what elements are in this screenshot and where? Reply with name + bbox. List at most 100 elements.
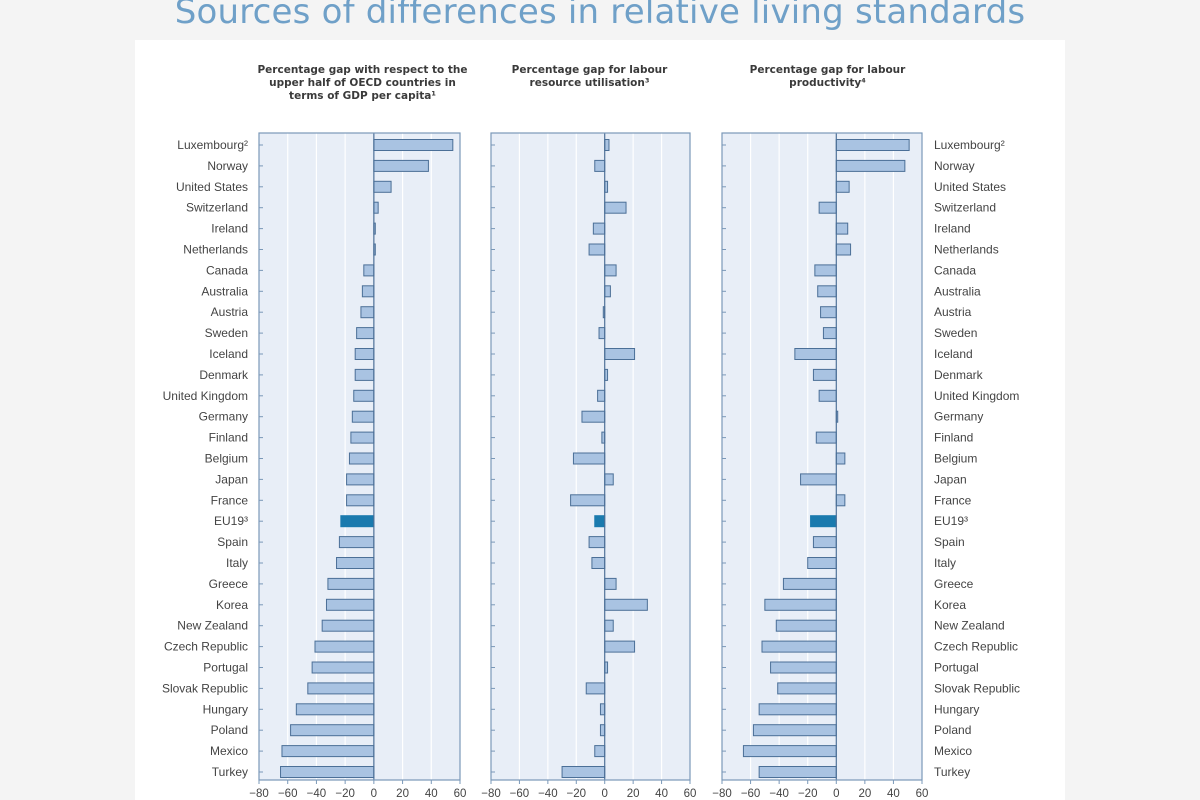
category-label: Netherlands	[183, 243, 248, 257]
bar-hungary	[758, 703, 837, 716]
bar-spain	[812, 536, 837, 549]
category-label: Spain	[934, 535, 965, 549]
panel-title-gdp: Percentage gap with respect to the upper…	[257, 64, 468, 102]
x-tick-label: −60	[510, 788, 530, 800]
bar-mexico	[281, 745, 375, 758]
bar-finland	[815, 431, 837, 444]
category-label: Denmark	[934, 368, 984, 382]
bar-korea	[764, 598, 837, 611]
bar-greece	[327, 577, 375, 590]
x-tick-label: −40	[769, 788, 789, 800]
category-label: Switzerland	[186, 201, 248, 215]
x-tick-label: −40	[307, 788, 327, 800]
category-label: Ireland	[211, 222, 248, 236]
category-label: Canada	[934, 263, 976, 277]
category-label: Netherlands	[934, 243, 999, 257]
bar-united-states	[373, 180, 392, 193]
category-label: Greece	[934, 577, 974, 591]
category-label: Switzerland	[934, 201, 996, 215]
category-label: Canada	[206, 263, 248, 277]
x-tick-label: 60	[454, 788, 467, 800]
category-label: Portugal	[934, 661, 979, 675]
bar-iceland	[604, 348, 636, 360]
bar-eu19	[340, 515, 375, 528]
bar-slovak-republic	[307, 682, 375, 695]
bar-denmark	[354, 368, 375, 381]
bar-austria	[360, 306, 375, 319]
bar-poland	[599, 724, 606, 737]
x-tick-label: 0	[833, 788, 839, 800]
category-label: Japan	[215, 472, 248, 486]
bar-korea	[604, 598, 648, 611]
category-label: Italy	[934, 556, 956, 570]
category-label: Australia	[201, 284, 248, 298]
x-tick-label: 40	[887, 788, 900, 800]
category-label: Australia	[934, 284, 981, 298]
bar-norway	[594, 159, 606, 172]
x-tick-label: 60	[684, 788, 697, 800]
category-label: Poland	[211, 723, 248, 737]
category-label: Slovak Republic	[162, 681, 248, 695]
bar-netherlands	[835, 243, 852, 256]
bar-norway	[373, 159, 429, 172]
plot-frame	[721, 132, 923, 781]
slide-title: Sources of differences in relative livin…	[174, 0, 1026, 32]
panel-title-productivity: Percentage gap for labour productivity⁴	[749, 64, 906, 89]
category-label: Sweden	[934, 326, 977, 340]
bar-ireland	[835, 222, 849, 235]
category-label: Korea	[934, 598, 966, 612]
bar-sweden	[598, 327, 606, 340]
x-tick-label: −20	[335, 788, 355, 800]
bar-portugal	[311, 661, 375, 674]
bar-switzerland	[604, 201, 627, 214]
x-tick-label: 0	[371, 788, 377, 800]
bar-switzerland	[373, 201, 379, 214]
bar-france	[346, 494, 375, 507]
category-label: Austria	[211, 305, 249, 319]
category-label: United States	[934, 180, 1006, 194]
category-label: Hungary	[203, 702, 248, 716]
x-tick-label: 60	[916, 788, 929, 800]
bar-united-kingdom	[818, 389, 837, 402]
category-label: EU19³	[214, 514, 248, 528]
bar-united-kingdom	[597, 389, 606, 402]
bar-united-states	[835, 180, 850, 193]
category-label: France	[211, 493, 249, 507]
bar-australia	[817, 285, 837, 298]
category-label: Norway	[934, 159, 975, 173]
category-label: Austria	[934, 305, 972, 319]
bar-greece	[604, 577, 617, 590]
bar-turkey	[280, 766, 375, 778]
category-label: Japan	[934, 472, 967, 486]
category-label: Iceland	[934, 347, 973, 361]
category-label: New Zealand	[177, 619, 248, 633]
bar-luxembourg	[604, 139, 610, 151]
bar-denmark	[812, 368, 837, 381]
bar-eu19	[594, 515, 606, 528]
x-tick-label: −60	[278, 788, 298, 800]
bar-japan	[604, 473, 614, 486]
bar-canada	[814, 264, 837, 277]
category-label: United States	[176, 180, 248, 194]
x-tick-label: 40	[655, 788, 668, 800]
category-label: United Kingdom	[934, 389, 1019, 403]
category-label: France	[934, 493, 972, 507]
x-tick-label: 0	[602, 788, 608, 800]
x-tick-label: −80	[481, 788, 501, 800]
bar-belgium	[348, 452, 375, 465]
bar-australia	[604, 285, 611, 298]
bar-italy	[807, 557, 837, 569]
bar-slovak-republic	[777, 682, 837, 695]
bar-poland	[752, 724, 837, 737]
plot-frame	[258, 132, 461, 781]
bar-hungary	[295, 703, 375, 716]
category-label: Italy	[226, 556, 248, 570]
bar-new-zealand	[321, 619, 375, 632]
category-label: Belgium	[205, 452, 248, 466]
bar-czech-republic	[761, 640, 837, 653]
bar-new-zealand	[604, 619, 614, 632]
bar-spain	[588, 536, 606, 549]
category-label: Iceland	[209, 347, 248, 361]
